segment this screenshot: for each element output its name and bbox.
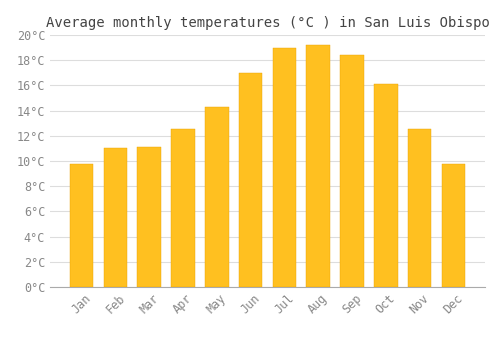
Bar: [306, 45, 330, 287]
Bar: [138, 147, 161, 287]
Bar: [70, 163, 94, 287]
Bar: [171, 130, 195, 287]
Bar: [408, 130, 432, 287]
Bar: [239, 73, 262, 287]
Bar: [374, 84, 398, 287]
Bar: [104, 148, 127, 287]
Bar: [340, 55, 364, 287]
Bar: [205, 107, 229, 287]
Title: Average monthly temperatures (°C ) in San Luis Obispo: Average monthly temperatures (°C ) in Sa…: [46, 16, 490, 30]
Bar: [442, 163, 465, 287]
Bar: [272, 48, 296, 287]
